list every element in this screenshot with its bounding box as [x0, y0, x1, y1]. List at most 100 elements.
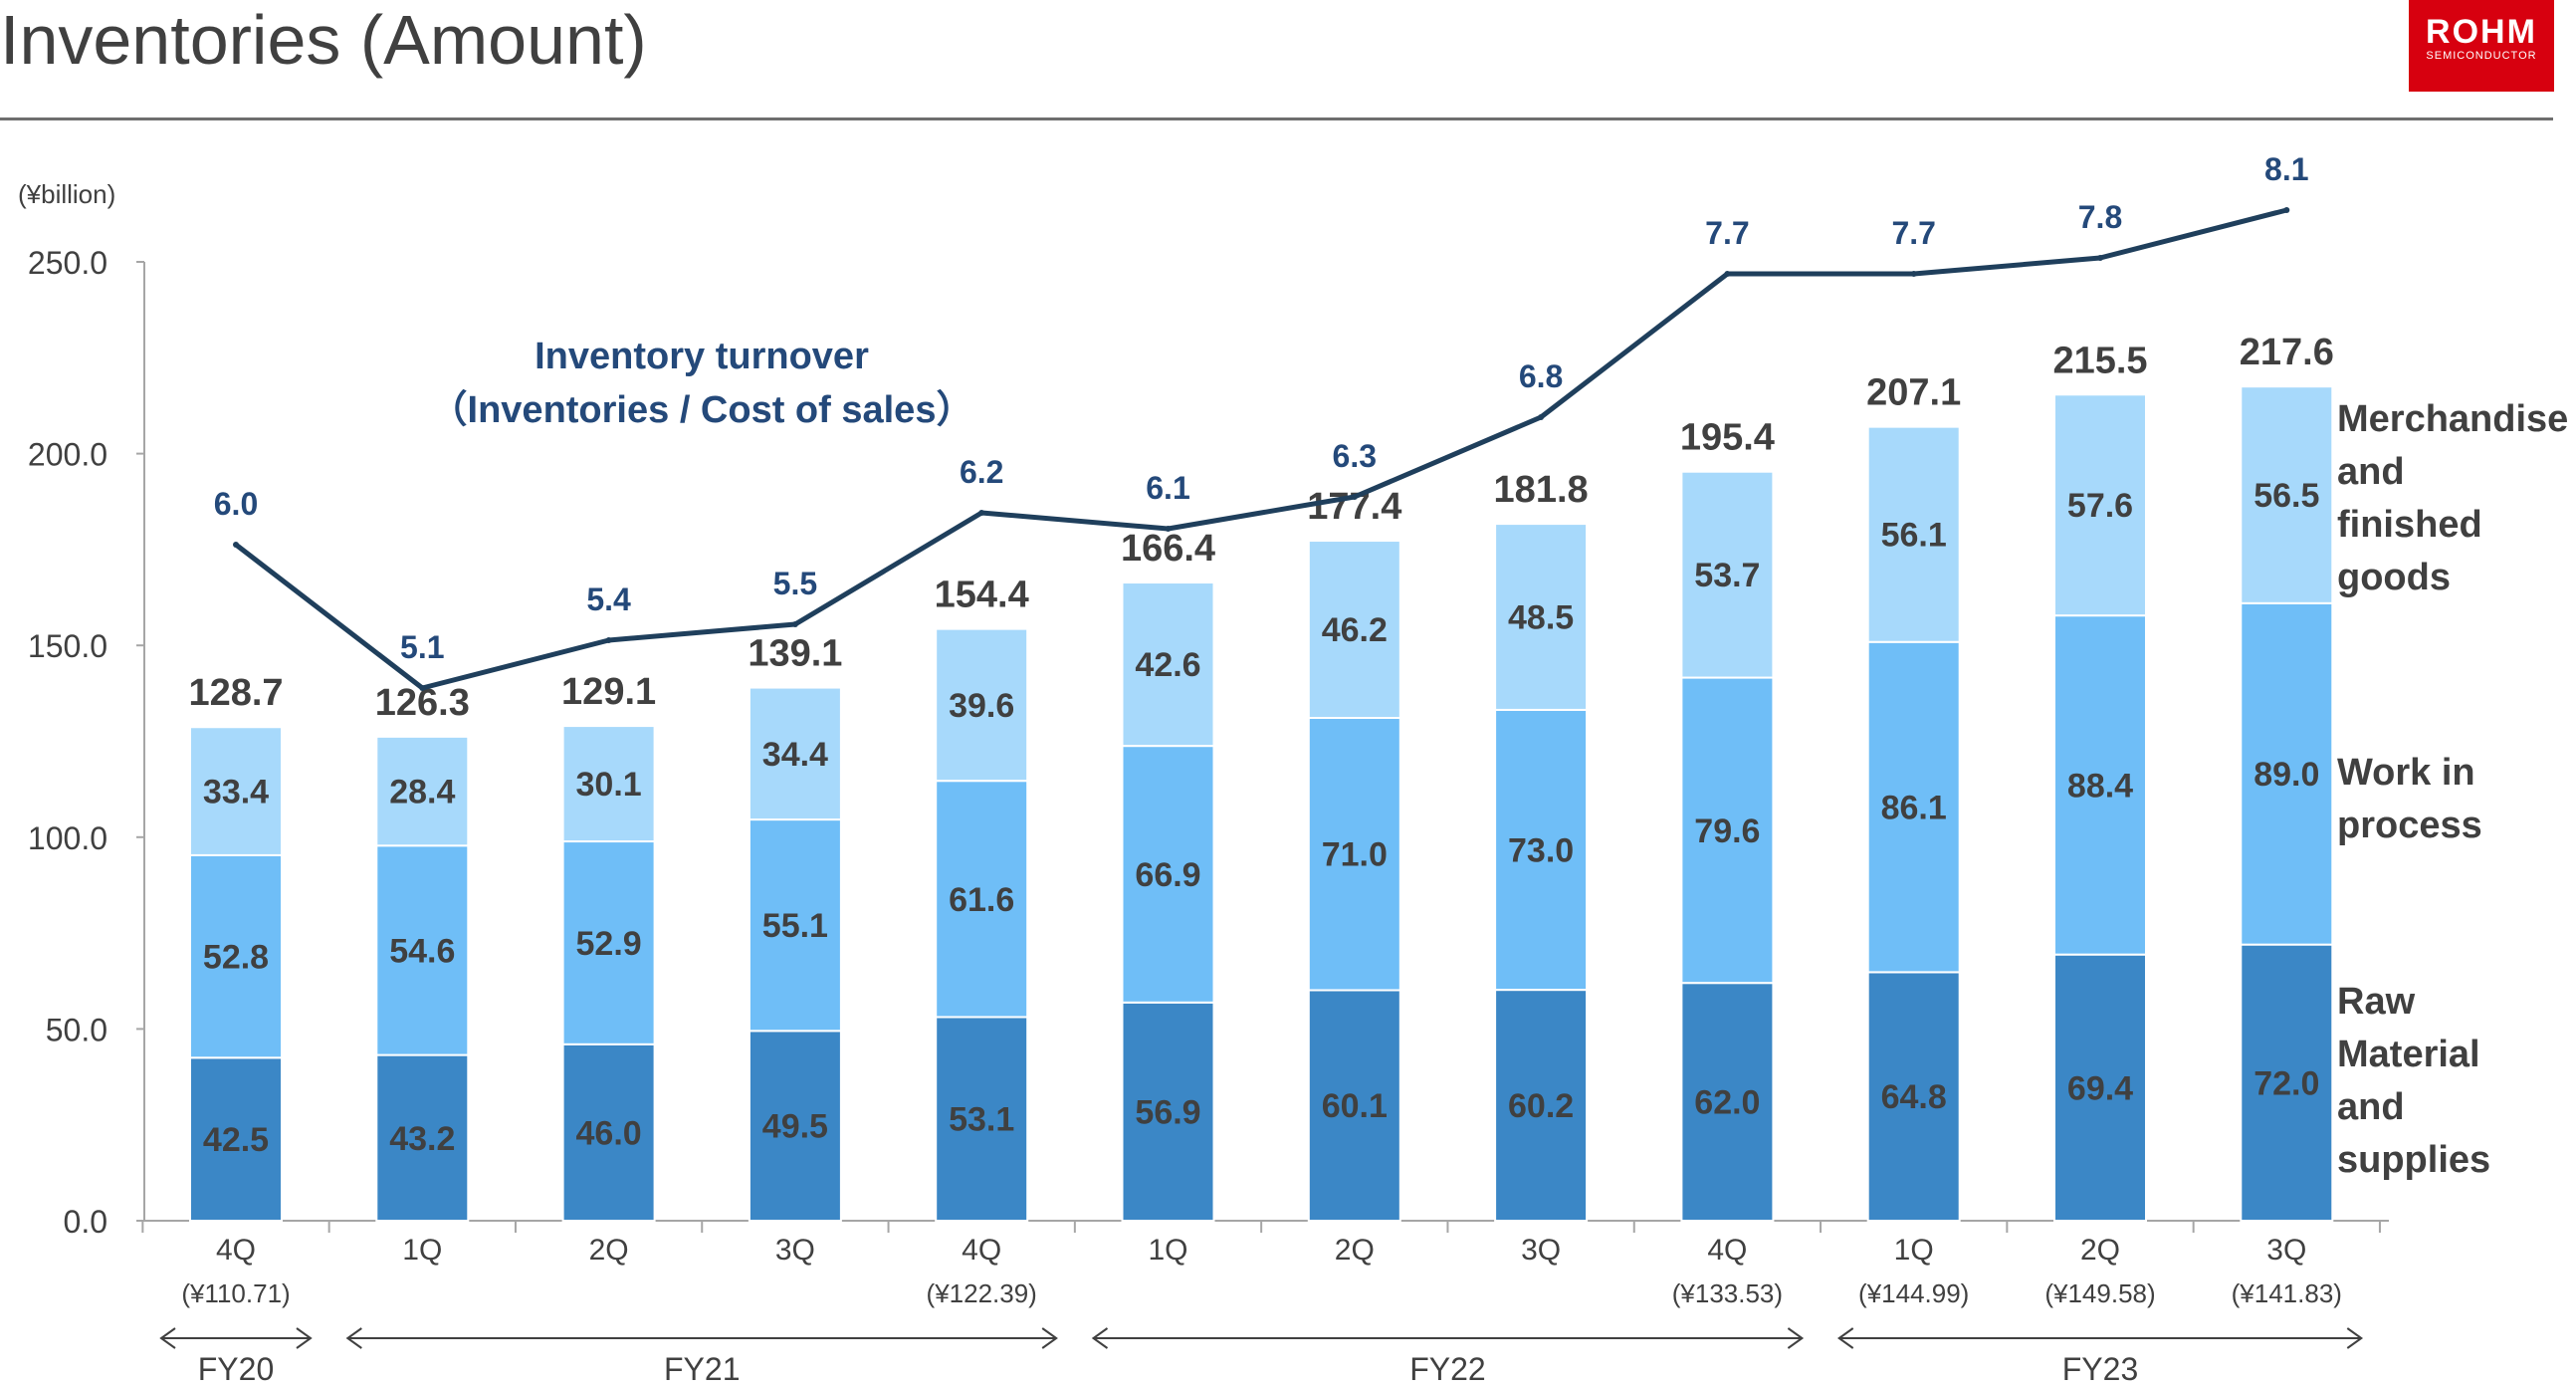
turnover-label: 7.8 [2078, 199, 2122, 235]
data-label-goods: 28.4 [389, 774, 455, 811]
legend-label-raw: Material [2337, 1034, 2480, 1075]
bar-segment-goods [1307, 540, 1401, 720]
data-label-wip: 88.4 [2067, 767, 2133, 805]
bar-segment-raw [2053, 953, 2147, 1222]
x-tick-label: 4Q [1707, 1234, 1747, 1267]
bar-segment-goods [2240, 385, 2334, 604]
turnover-label: 6.3 [1333, 438, 1377, 474]
bar-segment-raw [1866, 971, 1961, 1222]
turnover-title: Inventory turnover [535, 336, 869, 377]
total-label: 207.1 [1866, 372, 1961, 414]
bar-segment-wip [748, 818, 842, 1033]
data-label-goods: 42.6 [1135, 646, 1200, 684]
legend-label-raw: supplies [2337, 1139, 2490, 1181]
data-label-wip: 54.6 [389, 932, 455, 970]
total-label: 129.1 [561, 671, 656, 713]
fiscal-year-label: FY20 [198, 1351, 274, 1387]
turnover-point [1910, 271, 1917, 277]
bar-segment-wip [2053, 614, 2147, 956]
turnover-label: 5.5 [773, 566, 817, 601]
bar-segment-wip [561, 840, 656, 1045]
bar-segment-goods [561, 725, 656, 843]
y-tick-label: 50.0 [46, 1012, 107, 1047]
bracket-arrow-left [1836, 1327, 1854, 1349]
bar-segment-wip [1494, 708, 1589, 992]
total-label: 195.4 [1680, 417, 1775, 459]
fx-rate-note: (¥110.71) [181, 1278, 290, 1308]
bar-segment-wip [1121, 745, 1215, 1004]
total-label: 166.4 [1121, 528, 1215, 570]
logo-brand-text: ROHM [2426, 13, 2537, 51]
fx-rate-note: (¥141.83) [2232, 1278, 2342, 1308]
bar-segment-goods [1680, 470, 1775, 679]
turnover-label: 6.1 [1146, 470, 1189, 506]
total-label: 177.4 [1307, 486, 1401, 528]
x-tick-label: 3Q [2266, 1234, 2306, 1267]
bar-segment-raw [1680, 982, 1775, 1223]
data-label-goods: 56.5 [2254, 477, 2319, 515]
bar-segment-raw [2240, 943, 2334, 1222]
turnover-label: 7.7 [1891, 215, 1935, 251]
legend-label-goods: finished [2337, 504, 2482, 546]
bar-segment-goods [1494, 523, 1589, 711]
data-label-raw: 56.9 [1135, 1093, 1200, 1131]
bar-segment-goods [748, 686, 842, 821]
data-label-wip: 79.6 [1694, 812, 1760, 850]
turnover-point [2283, 207, 2290, 213]
x-tick-label: 2Q [589, 1234, 629, 1267]
data-label-goods: 39.6 [949, 687, 1014, 725]
x-tick-label: 1Q [1148, 1234, 1187, 1267]
y-tick-label: 0.0 [64, 1204, 107, 1240]
data-label-goods: 53.7 [1694, 557, 1760, 594]
bar-segment-wip [189, 853, 283, 1059]
bar-segment-wip [935, 780, 1029, 1019]
total-label: 181.8 [1494, 469, 1589, 511]
bracket-arrow-left [1091, 1327, 1109, 1349]
fx-rate-note: (¥133.53) [1672, 1278, 1783, 1308]
bar-segment-goods [1121, 581, 1215, 748]
bar-segment-raw [1121, 1001, 1215, 1223]
data-label-goods: 56.1 [1881, 517, 1947, 555]
fiscal-year-label: FY21 [664, 1351, 740, 1387]
data-label-wip: 52.8 [203, 939, 269, 977]
data-label-raw: 46.0 [576, 1114, 642, 1152]
legend-label-goods: and [2337, 451, 2405, 493]
bar-segment-raw [935, 1016, 1029, 1222]
total-label: 139.1 [748, 633, 842, 675]
fx-rate-note: (¥122.39) [927, 1278, 1037, 1308]
fiscal-year-label: FY23 [2062, 1351, 2138, 1387]
x-tick-label: 3Q [775, 1234, 815, 1267]
data-label-wip: 73.0 [1508, 832, 1574, 870]
data-label-raw: 60.1 [1322, 1087, 1388, 1125]
bar-segment-wip [2240, 601, 2334, 946]
legend-label-raw: and [2337, 1086, 2405, 1128]
page-title: Inventories (Amount) [0, 1, 647, 79]
data-label-raw: 62.0 [1694, 1084, 1760, 1122]
legend-label-raw: Raw [2337, 981, 2416, 1023]
fx-rate-note: (¥149.58) [2044, 1278, 2155, 1308]
x-tick-label: 4Q [962, 1234, 1001, 1267]
turnover-point [605, 637, 612, 643]
fiscal-year-label: FY22 [1409, 1351, 1485, 1387]
data-label-raw: 64.8 [1881, 1078, 1947, 1116]
turnover-point [1538, 414, 1545, 420]
turnover-point [419, 685, 426, 691]
x-tick-label: 2Q [1335, 1234, 1375, 1267]
x-tick-label: 4Q [216, 1234, 256, 1267]
data-label-raw: 53.1 [949, 1101, 1014, 1139]
y-tick-label: 150.0 [28, 628, 107, 664]
data-label-goods: 46.2 [1322, 611, 1388, 649]
bar-segment-goods [375, 735, 470, 847]
turnover-point [1724, 271, 1731, 277]
data-label-raw: 43.2 [389, 1120, 455, 1158]
data-label-wip: 71.0 [1322, 836, 1388, 874]
fx-rate-note: (¥144.99) [1858, 1278, 1969, 1308]
x-tick-label: 1Q [1894, 1234, 1934, 1267]
data-label-raw: 69.4 [2067, 1069, 2133, 1107]
bar-segment-raw [375, 1053, 470, 1223]
total-label: 217.6 [2240, 332, 2334, 373]
bar-segment-wip [1307, 717, 1401, 992]
data-label-goods: 34.4 [762, 736, 828, 774]
data-label-raw: 60.2 [1508, 1087, 1574, 1125]
